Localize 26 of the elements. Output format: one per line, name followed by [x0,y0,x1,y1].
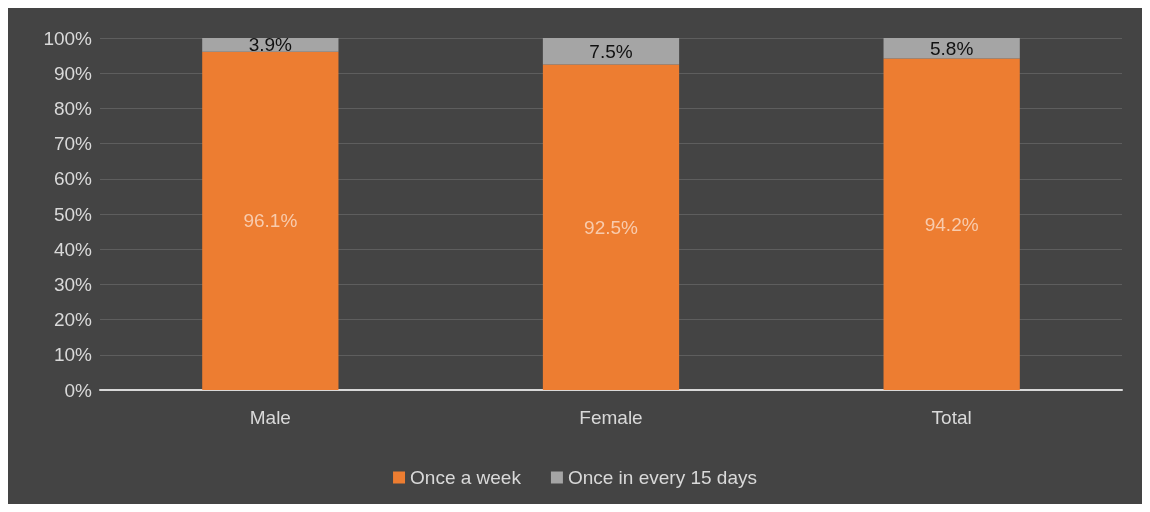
x-tick-label: Total [931,407,972,428]
data-label: 3.9% [248,34,293,56]
legend-label: Once a week [410,467,522,488]
y-tick-label: 60% [53,168,93,190]
x-tick-label: Male [249,407,291,428]
bar [202,51,339,390]
x-tick-label: Female [579,407,643,428]
bar [883,58,1020,390]
y-tick-label: 90% [53,62,93,84]
data-label: 7.5% [589,40,633,62]
y-tick-label: 10% [53,344,93,366]
data-label: 5.8% [930,37,974,59]
y-tick-label: 70% [53,133,93,155]
y-tick-label: 50% [53,203,93,225]
y-tick-label: 0% [64,379,93,401]
bar [542,38,680,65]
y-tick-label: 30% [53,273,93,295]
data-label: 94.2% [924,213,979,235]
data-label: 96.1% [243,210,298,232]
y-tick-label: 40% [53,238,93,260]
bar [542,64,680,390]
legend-label: Once in every 15 days [567,467,757,488]
y-tick-label: 80% [53,97,93,119]
y-tick-label: 100% [43,27,93,49]
data-label: 92.5% [584,216,639,238]
y-tick-label: 20% [53,309,93,331]
